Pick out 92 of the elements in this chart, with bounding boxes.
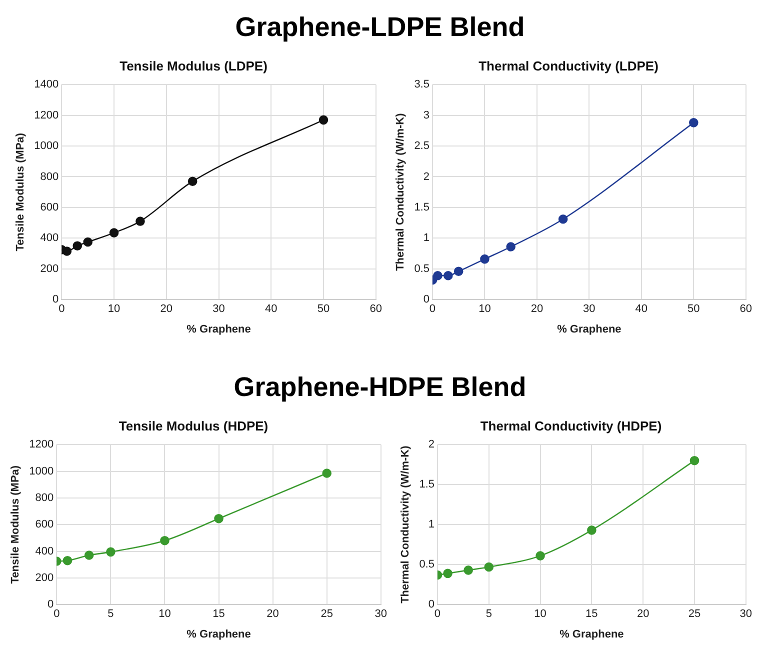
point [136, 216, 145, 226]
x-tick-label: 60 [740, 303, 752, 316]
x-tick-label: 25 [688, 608, 701, 620]
y-axis-title: Thermal Conductivity (W/m-K) [400, 445, 412, 604]
x-tick-label: 50 [688, 303, 700, 316]
y-tick-label: 1200 [29, 438, 54, 451]
y-tick-label: 200 [35, 572, 54, 584]
chart-title: Tensile Modulus (LDPE) [120, 58, 268, 74]
y-tick-label: 800 [35, 492, 54, 504]
y-tick-label: 400 [40, 232, 59, 244]
point [214, 514, 224, 524]
point [322, 468, 332, 478]
point [62, 246, 72, 256]
point [72, 241, 82, 250]
y-tick-label: 0.5 [419, 558, 434, 571]
y-tick-label: 0 [52, 294, 59, 306]
y-tick-label: 1.5 [414, 201, 430, 214]
y-tick-label: 1 [428, 518, 434, 531]
x-tick-label: 30 [212, 303, 225, 316]
x-tick-label: 60 [370, 303, 382, 316]
x-tick-label: 15 [586, 608, 598, 620]
y-tick-label: 0 [428, 598, 434, 611]
chart-title: Tensile Modulus (HDPE) [118, 418, 268, 434]
y-tick-label: 600 [40, 201, 59, 214]
point [83, 237, 93, 247]
point [484, 562, 494, 572]
point [188, 176, 198, 186]
y-tick-label: 800 [40, 170, 59, 183]
y-tick-label: 400 [35, 545, 54, 558]
x-tick-label: 20 [530, 303, 544, 316]
x-tick-label: 15 [212, 608, 225, 620]
x-tick-label: 10 [478, 303, 491, 316]
x-tick-label: 10 [534, 608, 546, 620]
y-tick-label: 600 [35, 518, 54, 531]
x-tick-label: 20 [266, 608, 279, 620]
x-tick-label: 30 [583, 303, 596, 316]
x-tick-label: 25 [320, 608, 333, 620]
y-axis-title: Tensile Modulus (MPa) [10, 465, 22, 584]
x-tick-label: 30 [740, 608, 752, 620]
y-tick-label: 2.5 [414, 140, 430, 152]
x-axis-title: % Graphene [186, 323, 251, 336]
y-tick-label: 0 [423, 294, 430, 306]
point [480, 254, 490, 264]
x-tick-label: 40 [265, 303, 278, 316]
point [84, 550, 94, 560]
y-tick-label: 1200 [34, 109, 59, 122]
point [558, 214, 568, 224]
y-tick-label: 200 [40, 262, 59, 275]
y-tick-label: 1 [423, 232, 430, 244]
point [109, 228, 119, 238]
x-axis-title: % Graphene [557, 323, 622, 336]
y-tick-label: 3.5 [414, 78, 430, 91]
point [587, 526, 596, 535]
point [433, 270, 442, 280]
x-tick-label: 10 [158, 608, 171, 620]
y-tick-label: 1.5 [419, 478, 434, 491]
point [690, 456, 700, 466]
y-tick-label: 1000 [29, 465, 54, 478]
x-axis-title: % Graphene [186, 628, 251, 640]
point [454, 266, 464, 276]
y-tick-label: 3 [423, 109, 430, 122]
point [318, 115, 328, 125]
x-tick-label: 5 [108, 608, 114, 620]
y-tick-label: 1000 [34, 140, 59, 152]
point [444, 270, 453, 280]
x-tick-label: 20 [636, 608, 650, 620]
text: Graphene-LDPE Blend [234, 12, 526, 43]
point [106, 547, 116, 557]
y-tick-label: 1400 [34, 78, 59, 91]
chart-title: Thermal Conductivity (HDPE) [480, 418, 662, 434]
point [506, 242, 516, 252]
y-tick-label: 2 [423, 170, 430, 183]
point [160, 536, 170, 546]
text: Graphene-HDPE Blend [232, 372, 528, 403]
x-tick-label: 30 [374, 608, 388, 620]
x-tick-label: 50 [317, 303, 330, 316]
chart-title: Thermal Conductivity (LDPE) [478, 58, 658, 74]
y-tick-label: 2 [428, 438, 434, 451]
y-tick-label: 0.5 [414, 262, 430, 275]
y-axis-title: Thermal Conductivity (W/m-K) [394, 112, 407, 271]
point [62, 556, 72, 566]
x-tick-label: 40 [635, 303, 648, 316]
x-tick-label: 10 [108, 303, 120, 316]
point [689, 118, 698, 128]
y-axis-title: Tensile Modulus (MPa) [14, 132, 27, 252]
x-tick-label: 5 [486, 608, 492, 620]
y-tick-label: 0 [48, 598, 54, 611]
point [443, 568, 452, 578]
point [464, 566, 473, 575]
point [536, 551, 545, 560]
x-axis-title: % Graphene [560, 628, 624, 640]
x-tick-label: 20 [160, 303, 173, 316]
